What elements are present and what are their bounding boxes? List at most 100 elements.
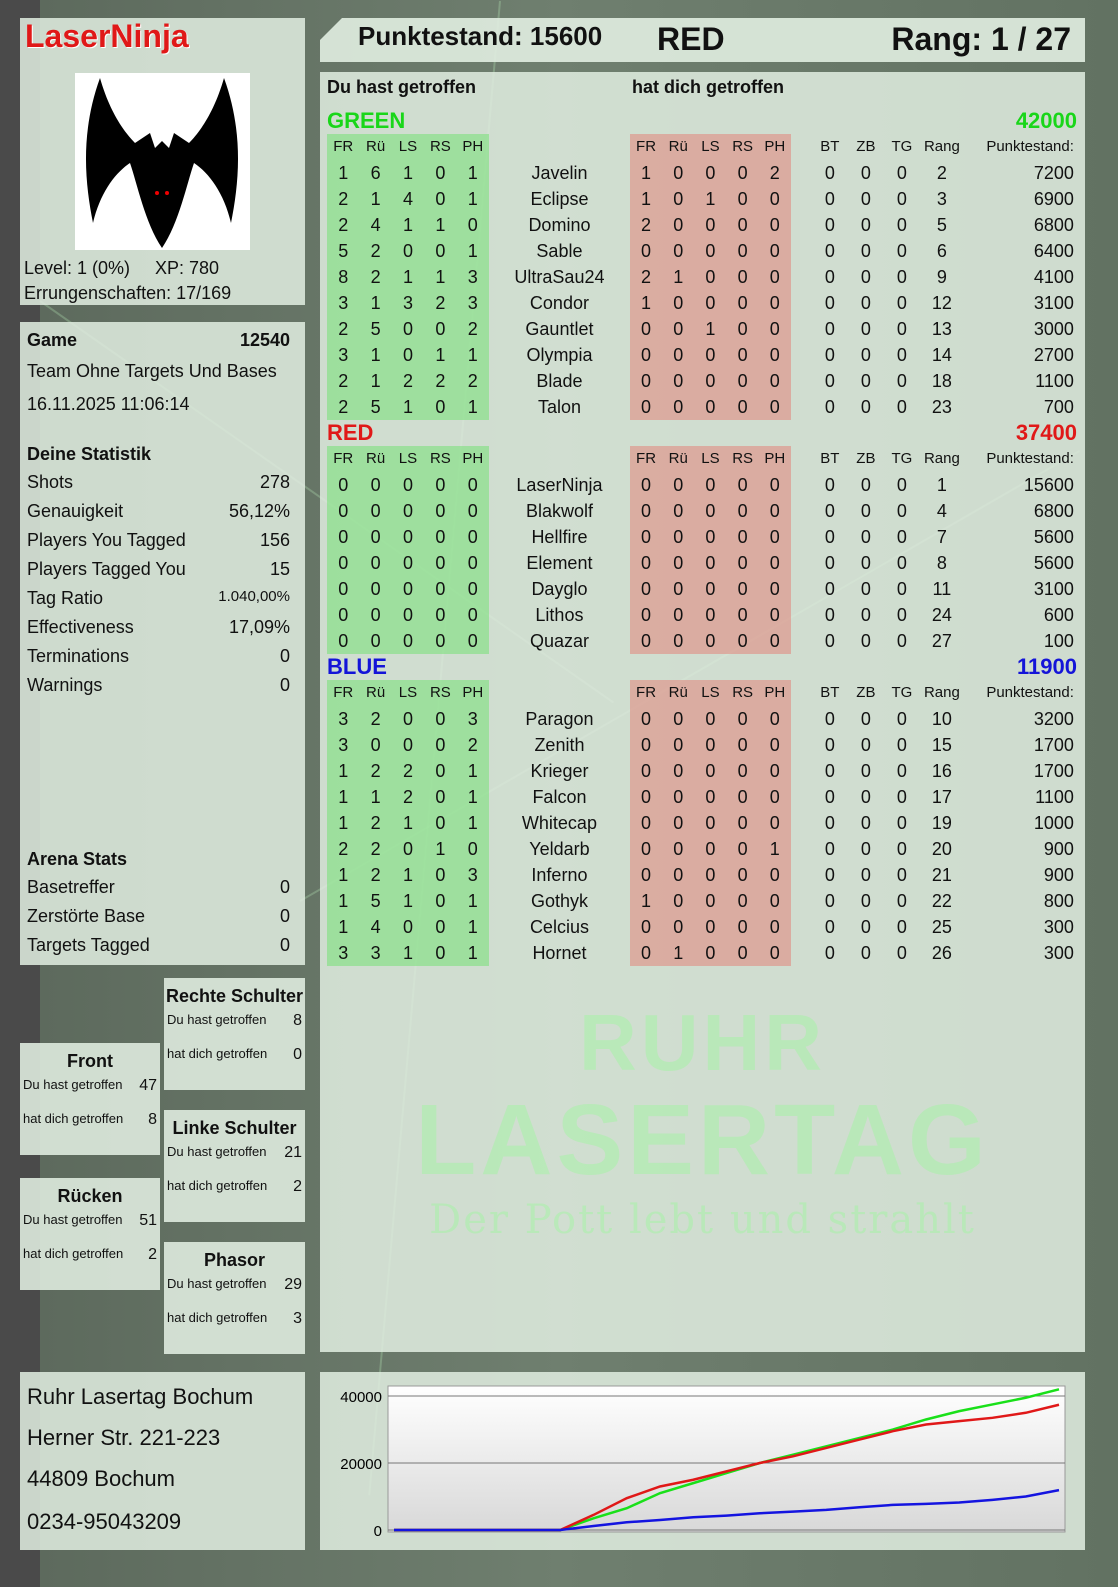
stat-cell: 0: [629, 342, 663, 368]
column-header: [791, 680, 812, 706]
column-header: Punktestand:: [986, 450, 1074, 467]
stat-cell: 0: [629, 498, 663, 524]
stat-cell: 0: [327, 498, 360, 524]
team-name: BLUE: [327, 654, 387, 679]
player-row[interactable]: 3 1 0 1 1 Olympia 0 0 0 0 0 0 0 0 14 2700: [327, 342, 1077, 368]
player-row[interactable]: 0 0 0 0 0 Blakwolf 0 0 0 0 0 0 0 0 4 6800: [327, 498, 1077, 524]
spacer: [791, 888, 812, 914]
stat-cell: 1: [456, 784, 489, 810]
stat-cell: 0: [896, 813, 907, 833]
stat-cell: 900: [1043, 865, 1074, 885]
player-row[interactable]: 1 2 1 0 1 Whitecap 0 0 0 0 0 0 0 0 19 1000: [327, 810, 1077, 836]
stat-cell: 0: [824, 709, 835, 729]
stat-cell: 0: [456, 628, 489, 654]
player-row[interactable]: 2 1 4 0 1 Eclipse 1 0 1 0 0 0 0 0 3 6900: [327, 186, 1077, 212]
stat-cell: 0: [391, 576, 425, 602]
stat-cell: 0: [424, 602, 457, 628]
score-label: Punktestand: 15600: [358, 21, 603, 51]
player-row[interactable]: 0 0 0 0 0 LaserNinja 0 0 0 0 0 0 0 0 1 15600: [327, 472, 1077, 498]
player-row[interactable]: 0 0 0 0 0 Hellfire 0 0 0 0 0 0 0 0 7 5600: [327, 524, 1077, 550]
player-row[interactable]: 1 2 1 0 3 Inferno 0 0 0 0 0 0 0 0 21 900: [327, 862, 1077, 888]
stat-cell: 0: [758, 758, 791, 784]
stat-cell: 7: [936, 527, 947, 547]
stat-cell: 0: [694, 940, 727, 966]
stat-cell: 0: [896, 553, 907, 573]
column-header: PH: [456, 134, 489, 160]
stat-cell: 0: [860, 501, 871, 521]
stat-cell: 23: [931, 397, 952, 417]
stat-value: 15: [269, 559, 290, 579]
stat-cell: 0: [726, 810, 759, 836]
player-row[interactable]: 1 4 0 0 1 Celcius 0 0 0 0 0 0 0 0 25 300: [327, 914, 1077, 940]
achievements-text: Errungenschaften: 17/169: [24, 283, 232, 303]
stat-cell: 0: [860, 605, 871, 625]
stat-cell: 0: [824, 943, 835, 963]
player-row[interactable]: 2 5 1 0 1 Talon 0 0 0 0 0 0 0 0 23 700: [327, 394, 1077, 420]
player-row[interactable]: 8 2 1 1 3 UltraSau24 2 1 0 0 0 0 0 0 9 4100: [327, 264, 1077, 290]
player-row[interactable]: 2 4 1 1 0 Domino 2 0 0 0 0 0 0 0 5 6800: [327, 212, 1077, 238]
stat-cell: 2: [359, 238, 392, 264]
arena-stat-value: 0: [279, 877, 290, 897]
player-row[interactable]: 0 0 0 0 0 Lithos 0 0 0 0 0 0 0 0 24 600: [327, 602, 1077, 628]
player-row[interactable]: 2 2 0 1 0 Yeldarb 0 0 0 0 1 0 0 0 20 900: [327, 836, 1077, 862]
stat-cell: 0: [694, 784, 727, 810]
column-header: RS: [726, 446, 759, 472]
player-row[interactable]: 3 2 0 0 3 Paragon 0 0 0 0 0 0 0 0 10 3200: [327, 706, 1077, 732]
stat-cell: 0: [662, 368, 695, 394]
player-name-cell: Javelin: [531, 163, 588, 183]
hit-you-title: hat dich getroffen: [632, 77, 784, 97]
stat-cell: 0: [424, 394, 457, 420]
stat-cell: 0: [424, 628, 457, 654]
player-name: LaserNinja: [25, 18, 189, 54]
stat-cell: 2: [359, 758, 392, 784]
y-tick-label: 40000: [340, 1389, 382, 1406]
stat-cell: 4: [359, 212, 392, 238]
stat-cell: 0: [726, 160, 759, 186]
stat-cell: 0: [359, 628, 392, 654]
stat-cell: 0: [758, 394, 791, 420]
stat-cell: 6400: [1033, 241, 1074, 261]
stat-cell: 26: [931, 943, 952, 963]
stat-cell: 1000: [1033, 813, 1074, 833]
player-row[interactable]: 1 1 2 0 1 Falcon 0 0 0 0 0 0 0 0 17 1100: [327, 784, 1077, 810]
stat-cell: 0: [456, 524, 489, 550]
stat-cell: 0: [860, 397, 871, 417]
stat-cell: 0: [860, 189, 871, 209]
player-row[interactable]: 3 1 3 2 3 Condor 1 0 0 0 0 0 0 0 12 3100: [327, 290, 1077, 316]
stat-cell: 1: [936, 475, 947, 495]
player-row[interactable]: 1 6 1 0 1 Javelin 1 0 0 0 2 0 0 0 2 7200: [327, 160, 1077, 186]
player-row[interactable]: 5 2 0 0 1 Sable 0 0 0 0 0 0 0 0 6 6400: [327, 238, 1077, 264]
stat-cell: 0: [860, 631, 871, 651]
player-row[interactable]: 3 3 1 0 1 Hornet 0 1 0 0 0 0 0 0 26 300: [327, 940, 1077, 966]
player-row[interactable]: 2 5 0 0 2 Gauntlet 0 0 1 0 0 0 0 0 13 3000: [327, 316, 1077, 342]
stat-cell: 1: [456, 342, 489, 368]
stat-cell: 3: [327, 290, 360, 316]
player-row[interactable]: 2 1 2 2 2 Blade 0 0 0 0 0 0 0 0 18 1100: [327, 368, 1077, 394]
player-row[interactable]: 0 0 0 0 0 Element 0 0 0 0 0 0 0 0 8 5600: [327, 550, 1077, 576]
stat-value: 1.040,00%: [218, 588, 290, 605]
stat-cell: 0: [824, 839, 835, 859]
stat-cell: 0: [824, 371, 835, 391]
player-row[interactable]: 1 5 1 0 1 Gothyk 1 0 0 0 0 0 0 0 22 800: [327, 888, 1077, 914]
stat-cell: 300: [1043, 917, 1074, 937]
stat-cell: 4100: [1033, 267, 1074, 287]
stat-cell: 0: [726, 264, 759, 290]
stat-cell: 0: [694, 160, 727, 186]
stat-cell: 0: [629, 368, 663, 394]
player-name-cell: UltraSau24: [514, 267, 605, 287]
address-name: Ruhr Lasertag Bochum: [27, 1384, 254, 1409]
stat-cell: 0: [758, 914, 791, 940]
stat-label: Tag Ratio: [27, 588, 104, 608]
player-row[interactable]: 3 0 0 0 2 Zenith 0 0 0 0 0 0 0 0 15 1700: [327, 732, 1077, 758]
stat-cell: 0: [758, 290, 791, 316]
stat-cell: 0: [860, 345, 871, 365]
player-name-cell: Gothyk: [530, 891, 588, 911]
column-header: Rü: [359, 680, 392, 706]
stat-cell: 0: [694, 732, 727, 758]
player-row[interactable]: 0 0 0 0 0 Dayglo 0 0 0 0 0 0 0 0 11 3100: [327, 576, 1077, 602]
hit-you-label: hat dich getroffen: [23, 1111, 124, 1126]
stat-cell: 0: [662, 524, 695, 550]
player-row[interactable]: 0 0 0 0 0 Quazar 0 0 0 0 0 0 0 0 27 100: [327, 628, 1077, 654]
player-row[interactable]: 1 2 2 0 1 Krieger 0 0 0 0 0 0 0 0 16 1700: [327, 758, 1077, 784]
team-label: RED: [657, 21, 725, 57]
